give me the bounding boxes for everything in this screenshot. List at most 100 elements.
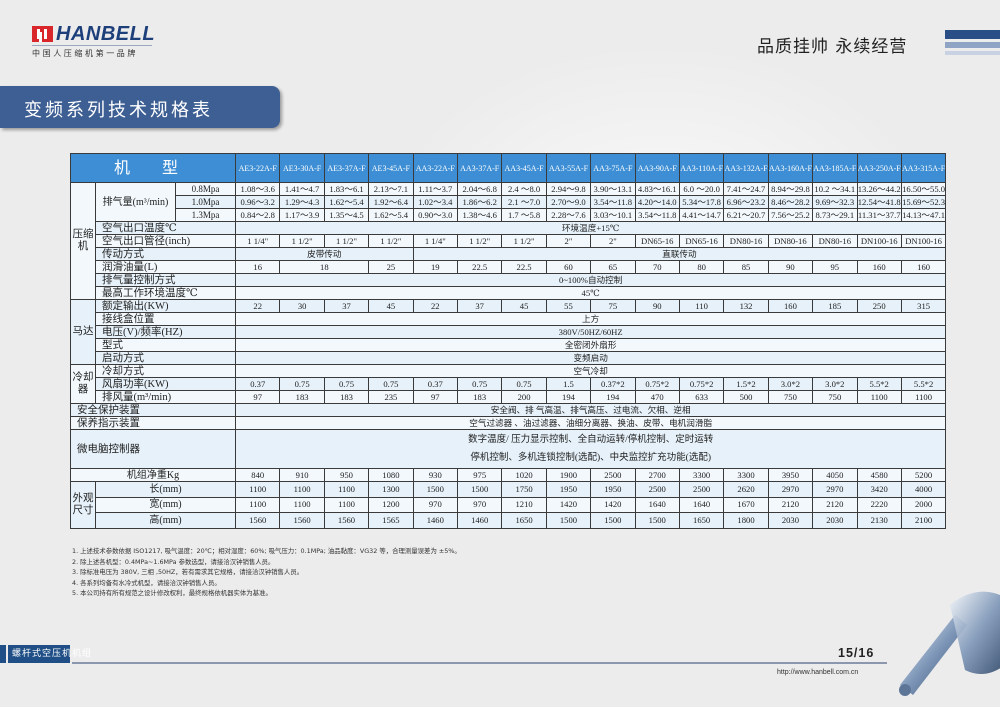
spec-value: 1100 bbox=[235, 496, 281, 513]
table-row: 高(mm) 1560 1560 1560 1565 1460 1460 1650 1500 150… bbox=[71, 512, 947, 529]
spec-value: 183 bbox=[279, 390, 325, 404]
group-label-motor: 马达 bbox=[70, 299, 96, 365]
table-row: 马达 额定输出(KW) 22 30 37 45 22 37 45 55 75 90 110 132 160 1… bbox=[70, 299, 947, 365]
spec-value: 3.54～11.8 bbox=[590, 195, 636, 209]
spec-value: 5.34～17.8 bbox=[678, 195, 725, 209]
spec-value: 0.75*2 bbox=[634, 377, 680, 391]
spec-value: 194 bbox=[545, 390, 592, 404]
row-label: 额定输出(KW) bbox=[94, 299, 237, 313]
footer-section-label: 螺杆式空压机机组 bbox=[8, 645, 91, 663]
spec-value: 160 bbox=[767, 299, 814, 313]
spec-value: 1.38～4.6 bbox=[456, 208, 503, 222]
model-header: AA3-55A-F bbox=[545, 153, 592, 183]
spec-value: 2970 bbox=[812, 481, 858, 498]
spec-value: 1100 bbox=[279, 496, 325, 513]
spec-value: 1 1/2" bbox=[279, 234, 325, 248]
spec-value: 1.08～3.6 bbox=[235, 182, 281, 196]
table-row: 机组净重Kg 840 910 950 1080 930 975 1020 1900 2500 270… bbox=[69, 468, 947, 482]
spec-value: 0.37 bbox=[235, 377, 281, 391]
spec-value: 2.28～7.6 bbox=[545, 208, 592, 222]
pressure-label: 0.8Mpa bbox=[174, 182, 237, 196]
table-row: 电压(V)/频率(HZ) 380V/50HZ/60HZ bbox=[71, 325, 947, 339]
spec-value: 1420 bbox=[590, 496, 636, 513]
spec-value: 1100 bbox=[235, 481, 281, 498]
spec-value: 1.7 ～5.8 bbox=[501, 208, 547, 222]
model-header: AA3-132A-F bbox=[723, 153, 769, 183]
spec-value-line: 数字温度/ 压力显示控制、全自动运转/停机控制、定时运转 bbox=[468, 435, 714, 445]
spec-value: 1500 bbox=[412, 481, 458, 498]
spec-value: 2500 bbox=[678, 481, 725, 498]
spec-value: 194 bbox=[590, 390, 636, 404]
spec-value: 0.37 bbox=[412, 377, 458, 391]
spec-value: DN65-16 bbox=[678, 234, 725, 248]
footnotes: 1. 上述技术参数依据 ISO1217, 吸气温度：20℃；相对湿度：60%; … bbox=[72, 546, 461, 599]
spec-value: 1800 bbox=[723, 512, 769, 529]
spec-value: 1500 bbox=[456, 481, 503, 498]
spec-value: 90 bbox=[634, 299, 680, 313]
model-header: AE3-22A-F bbox=[235, 153, 281, 183]
spec-value: 70 bbox=[634, 260, 680, 274]
spec-value: 0.75 bbox=[323, 377, 370, 391]
spec-value: 235 bbox=[368, 390, 414, 404]
spec-value: 2.4 ～8.0 bbox=[501, 182, 547, 196]
row-label: 保养指示装置 bbox=[69, 416, 237, 430]
spec-value: 4000 bbox=[900, 481, 947, 498]
table-row: 宽(mm) 1100 1100 1100 1200 970 970 1210 1420 1420 1… bbox=[71, 496, 947, 513]
pressure-label: 1.3Mpa bbox=[174, 208, 237, 222]
row-label: 启动方式 bbox=[94, 351, 237, 365]
table-row: 1.3Mpa 0.84～2.8 1.17～3.9 1.35～4.5 1.62～5.4 0.… bbox=[71, 208, 947, 222]
footnote: 2. 除上述各机型：0.4MPa~1.6MPa 参数选型，请接洽汉钟销售人员。 bbox=[72, 557, 275, 566]
spec-value: 1.17～3.9 bbox=[279, 208, 325, 222]
spec-value: DN80-16 bbox=[767, 234, 814, 248]
spec-value: 45 bbox=[368, 299, 414, 313]
spec-table: 机 型 AE3-22A-F AE3-30A-F AE3-37A-F AE3-45A-F A… bbox=[69, 153, 947, 529]
spec-value: 250 bbox=[856, 299, 902, 313]
spec-merged-value: 空气冷却 bbox=[235, 364, 947, 378]
spec-value: 7.56～25.2 bbox=[767, 208, 814, 222]
spec-value: 1420 bbox=[545, 496, 592, 513]
spec-value: 1 1/2" bbox=[501, 234, 547, 248]
spec-value: 2" bbox=[545, 234, 592, 248]
spec-value: 1.41～4.7 bbox=[279, 182, 325, 196]
spec-value: 1100 bbox=[323, 481, 370, 498]
model-header: AA3-90A-F bbox=[634, 153, 680, 183]
table-row: 型式 全密闭外扇形 bbox=[71, 338, 947, 352]
spec-value: 95 bbox=[812, 260, 858, 274]
spec-value: 3300 bbox=[723, 468, 769, 482]
spec-value: 14.13～47.1 bbox=[900, 208, 947, 222]
spec-value: 85 bbox=[723, 260, 769, 274]
spec-value: DN100-16 bbox=[900, 234, 947, 248]
footnote: 3. 除标准电压为 380V, 三相 ,50HZ，若有需求其它规格，请接洽汉钟销… bbox=[72, 568, 304, 576]
row-label: 润滑油量(L) bbox=[94, 260, 237, 274]
spec-value: 2130 bbox=[856, 512, 902, 529]
spec-value: 6.0 ～20.0 bbox=[678, 182, 725, 196]
spec-value: 500 bbox=[723, 390, 769, 404]
spec-value: 3.0*2 bbox=[767, 377, 814, 391]
spec-value: 1560 bbox=[235, 512, 281, 529]
footnote: 1. 上述技术参数依据 ISO1217, 吸气温度：20℃；相对湿度：60%; … bbox=[72, 547, 461, 555]
spec-value: 55 bbox=[545, 299, 592, 313]
spec-value: 950 bbox=[323, 468, 370, 482]
spec-value: 45 bbox=[501, 299, 547, 313]
spec-value: 1.11～3.7 bbox=[412, 182, 458, 196]
table-row: 接线盒位置 上方 bbox=[71, 312, 947, 326]
logo-divider bbox=[32, 45, 152, 46]
row-label: 最高工作环境温度℃ bbox=[94, 286, 237, 300]
spec-merged-value: 18 bbox=[279, 260, 370, 274]
spec-value: 200 bbox=[501, 390, 547, 404]
spec-value: 2030 bbox=[767, 512, 814, 529]
website-link[interactable]: http://www.hanbell.com.cn bbox=[777, 669, 859, 676]
page-number: 15/16 bbox=[838, 646, 875, 660]
spec-value: 0.75*2 bbox=[678, 377, 725, 391]
table-row: 1.0Mpa 0.96～3.2 1.29～4.3 1.62～5.4 1.92～6.4 1.… bbox=[71, 195, 947, 209]
table-row: 空气出口管径(inch) 1 1/4" 1 1/2" 1 1/2" 1 1/2" 1 1/… bbox=[71, 234, 947, 248]
spec-value: 8.73～29.1 bbox=[812, 208, 858, 222]
spec-value: 2.70～9.0 bbox=[545, 195, 592, 209]
spec-value: 1020 bbox=[501, 468, 547, 482]
spec-merged-value: 变频启动 bbox=[235, 351, 947, 365]
spec-value: 2100 bbox=[900, 512, 947, 529]
row-label: 排气量(m³/min) bbox=[95, 182, 176, 222]
spec-value: 3.90～13.1 bbox=[590, 182, 636, 196]
spec-value: 910 bbox=[279, 468, 325, 482]
spec-value: 1.35～4.5 bbox=[323, 208, 370, 222]
